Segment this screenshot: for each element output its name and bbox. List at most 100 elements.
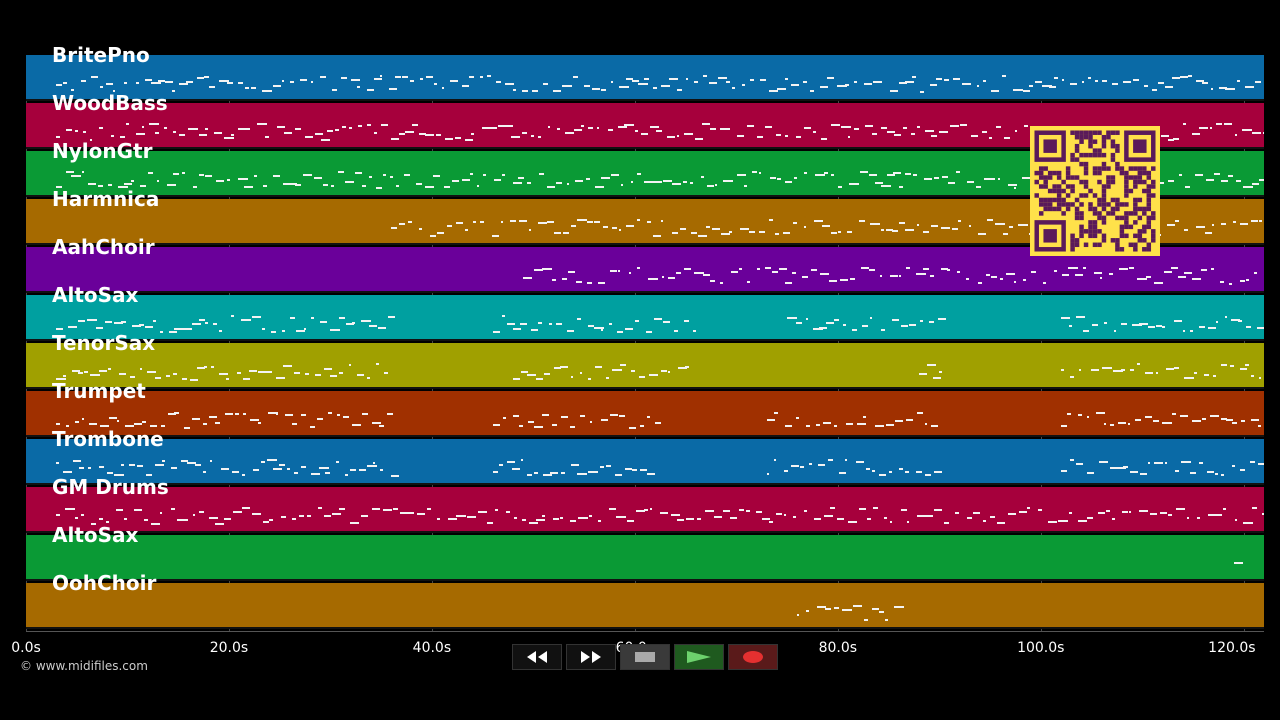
midi-note xyxy=(65,128,73,131)
midi-note xyxy=(520,370,528,373)
midi-note xyxy=(313,177,323,180)
track-lane[interactable] xyxy=(26,391,1264,437)
midi-note xyxy=(729,230,733,233)
midi-note xyxy=(784,425,792,428)
midi-note xyxy=(294,371,300,374)
midi-note xyxy=(574,179,584,182)
midi-note xyxy=(653,86,658,89)
track-lane[interactable] xyxy=(26,295,1264,341)
midi-note xyxy=(994,222,1005,225)
midi-note xyxy=(966,181,975,184)
midi-note xyxy=(736,174,746,177)
midi-note xyxy=(686,518,694,521)
track-lane[interactable] xyxy=(26,55,1264,101)
midi-note xyxy=(1103,422,1107,425)
stop-button[interactable] xyxy=(620,644,670,670)
midi-note xyxy=(361,413,368,416)
midi-note xyxy=(266,370,272,373)
midi-note xyxy=(289,81,294,84)
midi-note xyxy=(335,461,340,464)
midi-note xyxy=(124,182,133,185)
midi-note xyxy=(1236,79,1241,82)
midi-note xyxy=(218,80,229,83)
midi-note xyxy=(927,363,937,366)
stop-icon xyxy=(635,652,655,662)
midi-note xyxy=(523,277,532,280)
midi-note xyxy=(286,468,291,471)
midi-note xyxy=(483,174,487,177)
track-notes xyxy=(26,247,1264,291)
track-label: AahChoir xyxy=(52,235,155,259)
midi-note xyxy=(477,510,488,513)
midi-note xyxy=(693,271,704,274)
midi-note xyxy=(680,228,686,231)
midi-note xyxy=(693,329,696,332)
midi-note xyxy=(660,220,664,223)
midi-note xyxy=(1239,279,1245,282)
midi-note xyxy=(862,324,869,327)
midi-note xyxy=(738,267,742,270)
play-button[interactable] xyxy=(674,644,724,670)
midi-note xyxy=(479,76,483,79)
track-lane[interactable] xyxy=(26,439,1264,485)
midi-note xyxy=(506,460,516,463)
midi-note xyxy=(819,327,827,330)
midi-note xyxy=(725,81,730,84)
midi-note xyxy=(88,183,97,186)
midi-note xyxy=(872,81,880,84)
midi-note xyxy=(1112,83,1118,86)
midi-note xyxy=(1227,175,1233,178)
midi-note xyxy=(598,281,606,284)
midi-note xyxy=(815,173,825,176)
midi-note xyxy=(279,463,286,466)
midi-note xyxy=(1191,420,1202,423)
midi-note xyxy=(1117,421,1127,424)
track-label: TenorSax xyxy=(52,331,156,355)
midi-note xyxy=(850,278,855,281)
record-button[interactable] xyxy=(728,644,778,670)
midi-note xyxy=(1053,270,1057,273)
midi-note xyxy=(628,272,632,275)
midi-note xyxy=(1113,370,1123,373)
track-lane[interactable] xyxy=(26,535,1264,581)
midi-note xyxy=(373,462,376,465)
midi-note xyxy=(556,127,560,130)
rewind-button[interactable] xyxy=(512,644,562,670)
midi-note xyxy=(282,329,285,332)
midi-note xyxy=(491,234,500,237)
midi-note xyxy=(187,462,197,465)
track-lane[interactable] xyxy=(26,343,1264,389)
midi-note xyxy=(492,330,500,333)
midi-note xyxy=(717,76,727,79)
midi-note xyxy=(783,231,791,234)
midi-note xyxy=(941,267,949,270)
midi-note xyxy=(383,508,393,511)
midi-note xyxy=(841,125,852,128)
fast-forward-button[interactable] xyxy=(566,644,616,670)
midi-note xyxy=(984,177,992,180)
midi-note xyxy=(653,181,662,184)
midi-note xyxy=(826,321,835,324)
midi-note xyxy=(192,323,202,326)
midi-note xyxy=(661,369,668,372)
midi-note xyxy=(929,321,934,324)
midi-note xyxy=(520,459,523,462)
midi-note xyxy=(900,325,909,328)
midi-note xyxy=(90,373,100,376)
midi-note xyxy=(215,522,224,525)
track-lane[interactable] xyxy=(26,487,1264,533)
midi-note xyxy=(785,282,792,285)
midi-note xyxy=(593,221,600,224)
midi-note xyxy=(117,419,120,422)
midi-note xyxy=(232,470,240,473)
midi-note xyxy=(518,176,525,179)
midi-note xyxy=(1220,473,1225,476)
midi-note xyxy=(723,510,730,513)
midi-note xyxy=(344,474,348,477)
midi-note xyxy=(1257,425,1262,428)
midi-note xyxy=(810,268,818,271)
midi-note xyxy=(124,82,128,85)
midi-note xyxy=(90,76,99,79)
midi-note xyxy=(327,411,332,414)
track-lane[interactable] xyxy=(26,583,1264,629)
